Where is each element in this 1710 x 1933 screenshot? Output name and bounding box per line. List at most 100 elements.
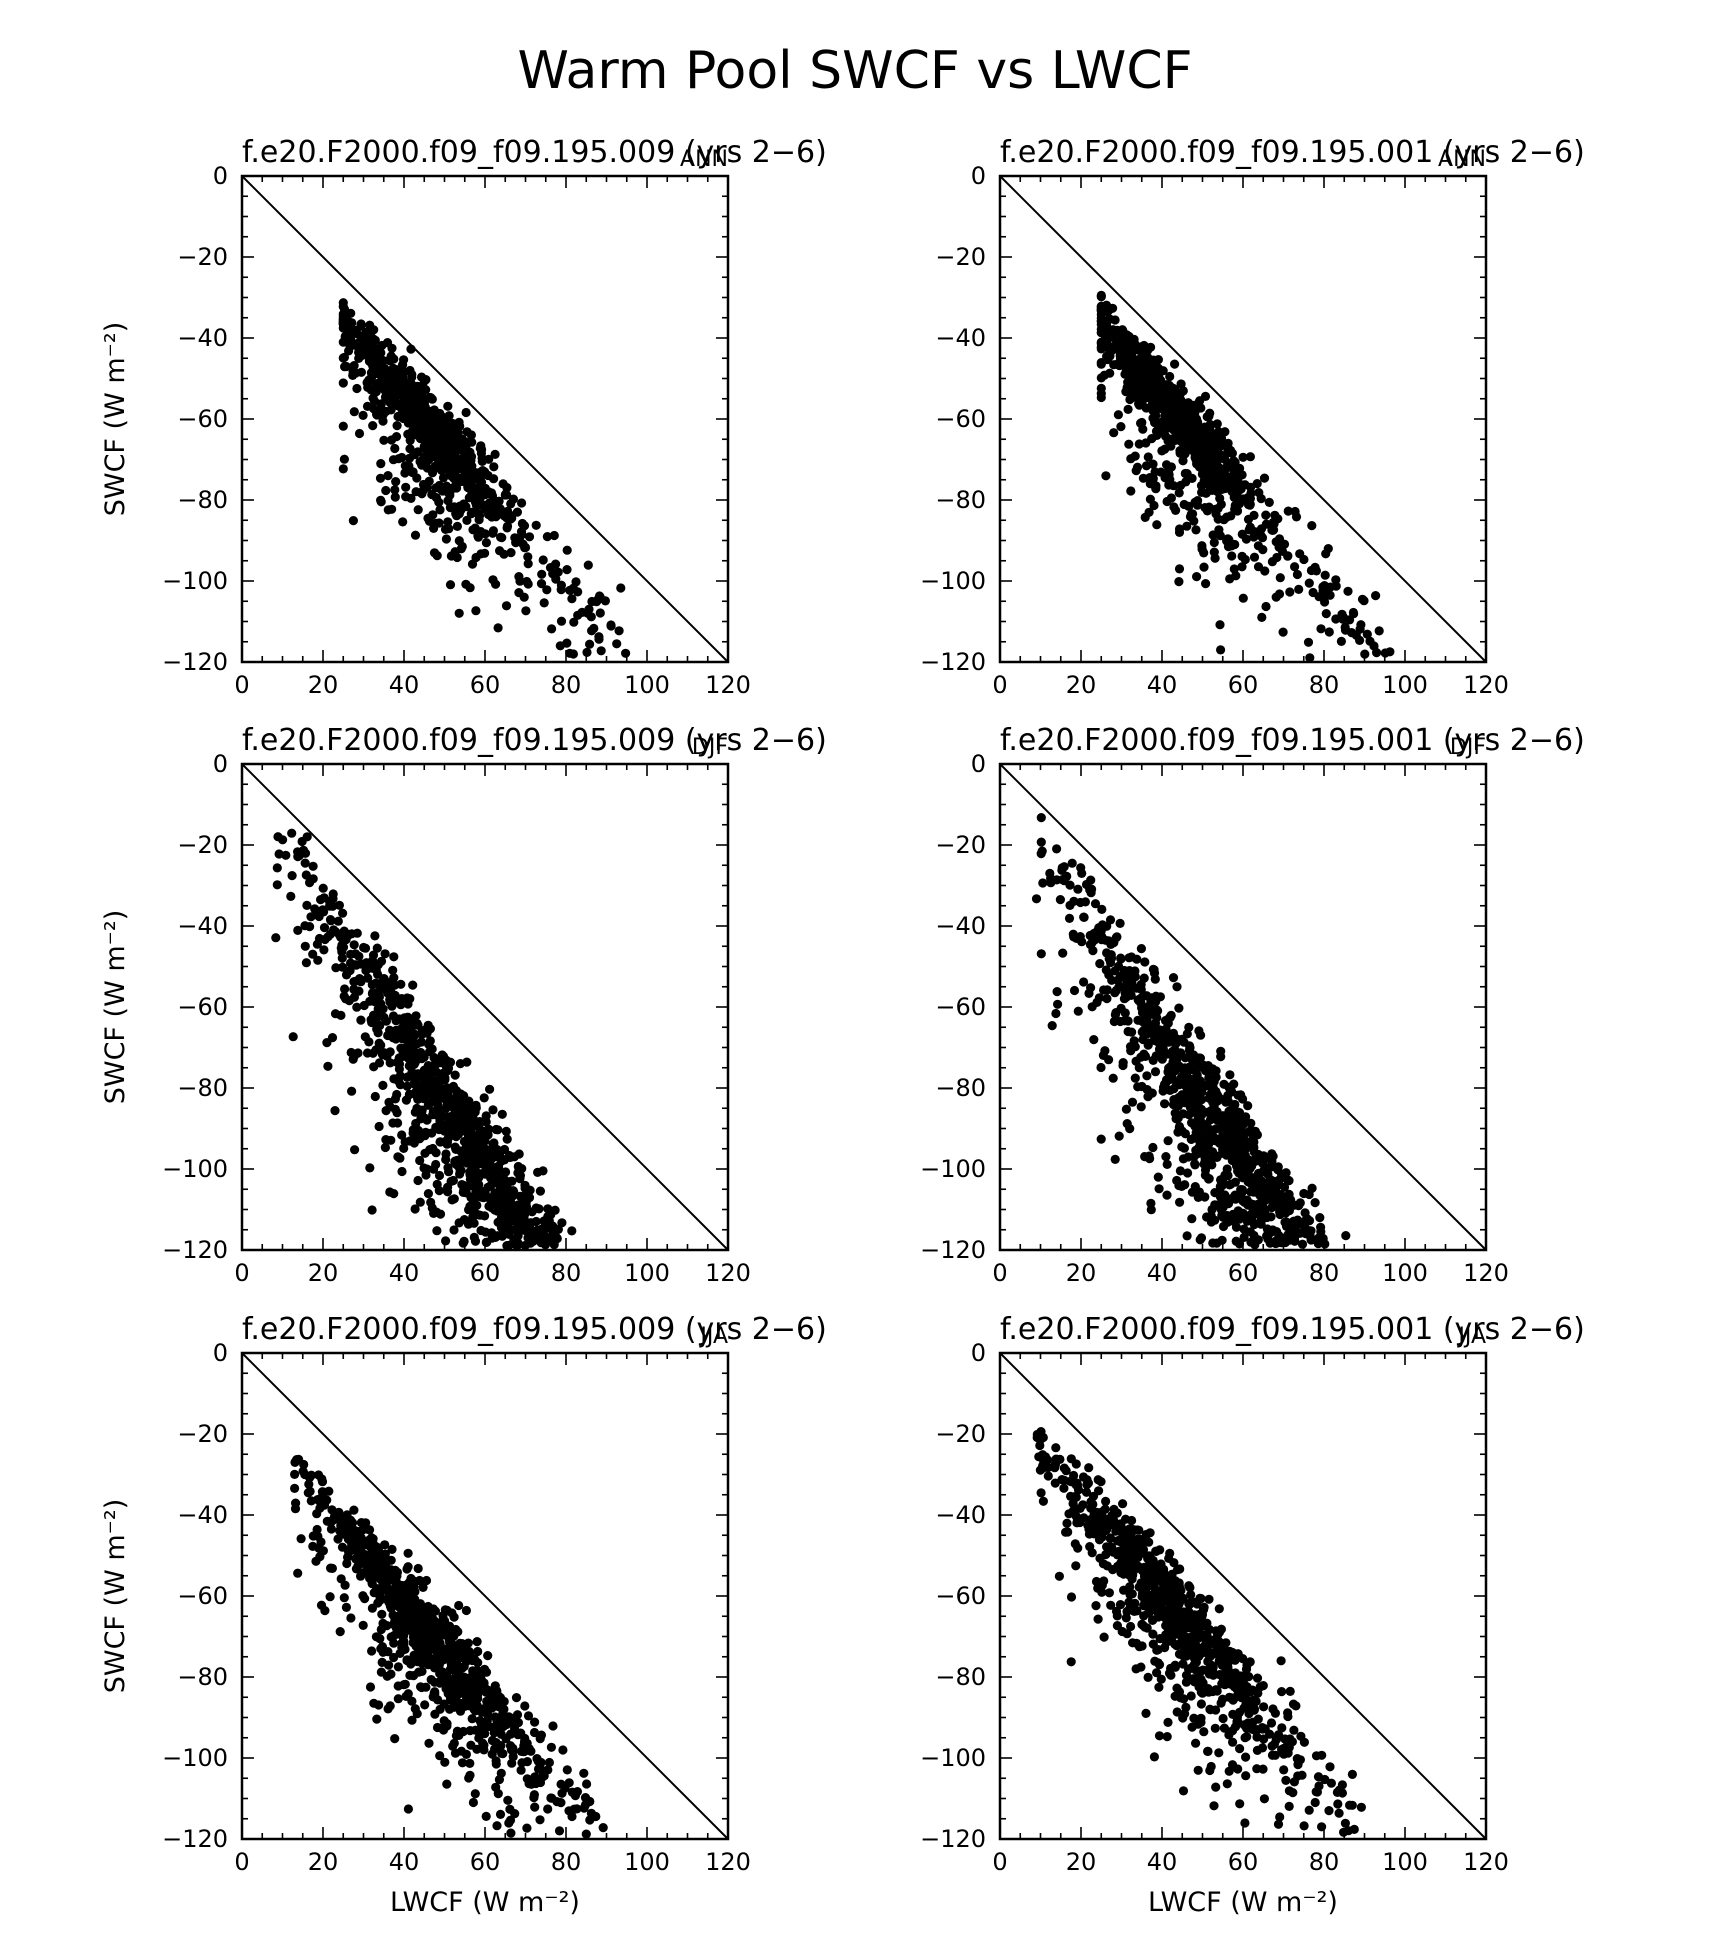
scatter-point [1347, 1769, 1357, 1779]
scatter-point [1180, 1053, 1190, 1063]
scatter-point [1129, 334, 1139, 344]
scatter-point [1218, 1713, 1228, 1724]
scatter-point [314, 1470, 324, 1480]
scatter-point [427, 1128, 437, 1138]
scatter-point [1081, 879, 1092, 890]
scatter-point [1052, 875, 1062, 885]
scatter-point [462, 438, 472, 448]
scatter-point [301, 958, 311, 968]
scatter-point [1177, 1126, 1187, 1136]
scatter-point [455, 1166, 465, 1176]
scatter-point [480, 529, 490, 539]
scatter-point [385, 1701, 395, 1711]
scatter-point [472, 1178, 482, 1188]
scatter-point [439, 1716, 449, 1726]
scatter-point [376, 1040, 386, 1050]
scatter-point [376, 497, 386, 507]
scatter-point [427, 489, 437, 500]
scatter-point [1181, 1702, 1191, 1712]
scatter-point [1225, 1180, 1235, 1190]
scatter-point [1321, 609, 1331, 619]
scatter-point [377, 340, 387, 351]
scatter-point [497, 1109, 507, 1119]
scatter-point [1137, 1081, 1147, 1092]
scatter-point [416, 1047, 426, 1058]
scatter-point [484, 487, 494, 497]
scatter-point [1101, 471, 1111, 481]
scatter-point [403, 1619, 413, 1630]
scatter-point [349, 1051, 359, 1061]
scatter-point [1219, 475, 1229, 485]
scatter-point [477, 1707, 487, 1717]
scatter-point [454, 536, 464, 546]
scatter-point [426, 1197, 436, 1207]
scatter-point [1052, 987, 1062, 997]
scatter-point [1154, 1184, 1164, 1194]
scatter-point [524, 1234, 534, 1244]
tick-marks [241, 763, 729, 1251]
scatter-point [501, 1126, 511, 1136]
scatter-point [401, 1095, 411, 1105]
scatter-point [481, 1811, 491, 1821]
scatter-point [1241, 534, 1251, 544]
scatter-point [361, 327, 371, 337]
scatter-point [470, 1120, 480, 1130]
scatter-point [1096, 373, 1106, 383]
scatter-point [1125, 983, 1135, 993]
scatter-point [403, 1045, 413, 1055]
scatter-point [1207, 451, 1218, 462]
scatter-point [567, 1226, 577, 1236]
scatter-point [581, 1829, 591, 1839]
scatter-point [1362, 629, 1372, 639]
tick-marks [241, 175, 729, 663]
scatter-point [614, 626, 624, 636]
scatter-point [1229, 468, 1239, 478]
scatter-point [447, 470, 457, 480]
scatter-point [429, 1052, 439, 1063]
scatter-point [567, 594, 577, 604]
scatter-point [413, 1175, 423, 1186]
scatter-point [1219, 1079, 1229, 1089]
scatter-point [526, 1746, 536, 1756]
scatter-point [1229, 1079, 1239, 1089]
scatter-point [438, 473, 449, 483]
scatter-point [349, 940, 359, 950]
scatter-point [410, 1204, 420, 1214]
scatter-point [1212, 1112, 1223, 1122]
scatter-point [429, 1164, 439, 1174]
x-tick-label: 40 [1147, 671, 1178, 699]
scatter-point [1196, 1104, 1206, 1114]
figure-title: Warm Pool SWCF vs LWCF [517, 41, 1192, 101]
scatter-point [411, 389, 421, 399]
scatter-point [506, 1828, 516, 1838]
scatter-point [537, 1765, 547, 1775]
scatter-point [1104, 936, 1114, 946]
scatter-point [1031, 894, 1042, 904]
scatter-point [1212, 419, 1222, 429]
scatter-point [1191, 525, 1201, 535]
scatter-point [568, 649, 579, 659]
scatter-point [1175, 1166, 1185, 1176]
x-tick-label: 60 [1228, 671, 1259, 699]
scatter-point [512, 1241, 522, 1251]
scatter-point [407, 381, 418, 391]
scatter-point [319, 945, 329, 955]
scatter-point [397, 1130, 407, 1140]
scatter-point [371, 1542, 381, 1552]
x-tick-label: 100 [624, 1848, 670, 1876]
scatter-point [1148, 964, 1158, 975]
scatter-point [385, 1601, 395, 1611]
x-tick-label: 120 [705, 1848, 751, 1876]
scatter-point [503, 1186, 513, 1196]
scatter-point [1190, 1182, 1200, 1192]
y-tick-label: −40 [935, 324, 986, 352]
scatter-point [1174, 564, 1185, 574]
y-tick-label: 0 [971, 1339, 986, 1367]
scatter-point [390, 485, 400, 495]
y-tick-label: −120 [920, 1236, 986, 1264]
scatter-point [341, 1602, 351, 1612]
scatter-point [426, 1044, 436, 1055]
scatter-point [393, 1662, 403, 1672]
scatter-point [424, 1646, 434, 1656]
scatter-point [339, 352, 349, 362]
